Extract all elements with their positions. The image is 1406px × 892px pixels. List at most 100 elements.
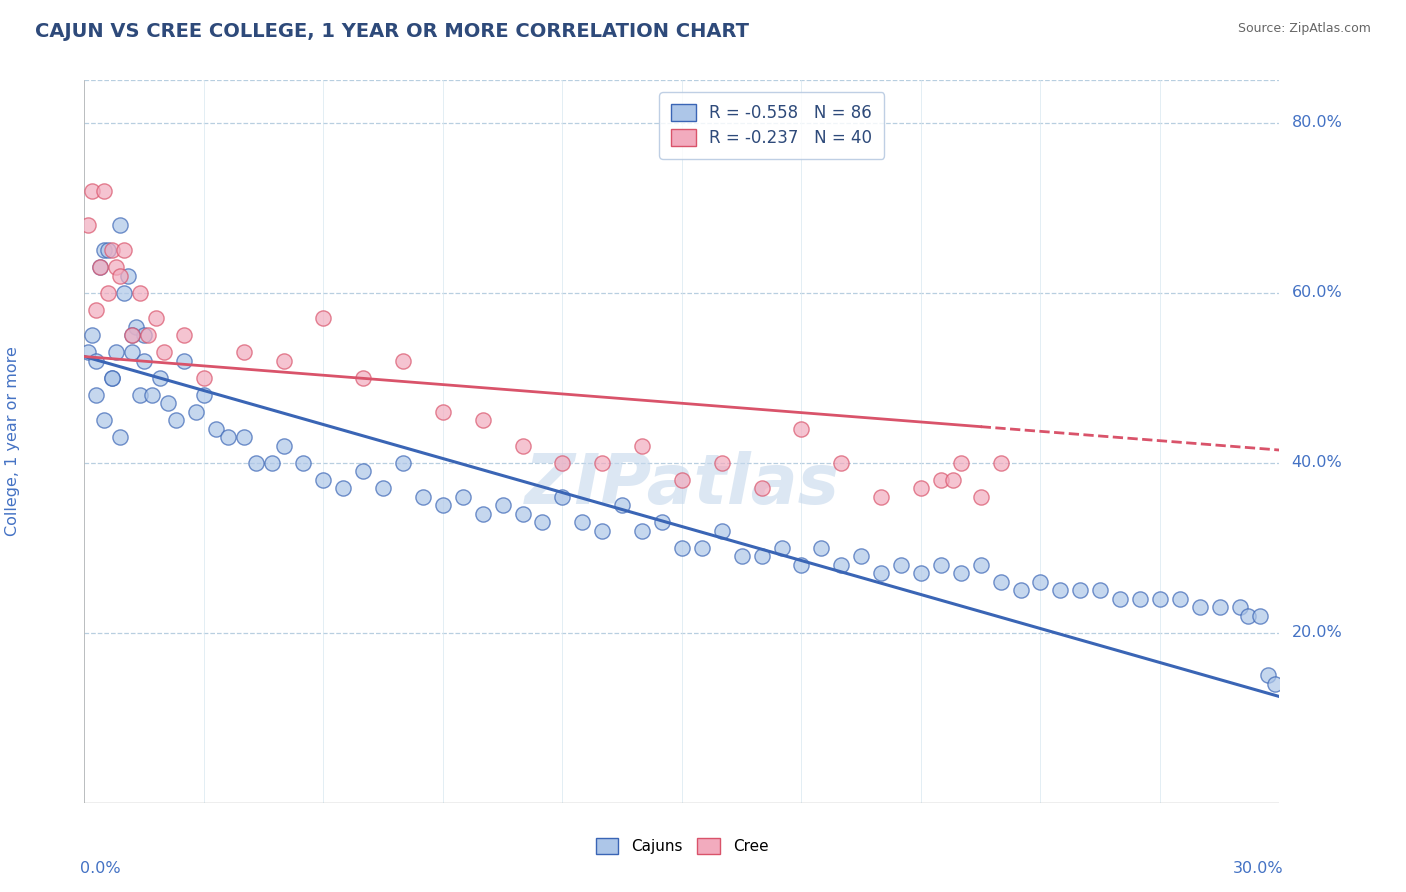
Point bbox=[105, 345, 128, 359]
Point bbox=[129, 388, 152, 402]
Point bbox=[352, 371, 374, 385]
Point bbox=[671, 541, 693, 555]
Point bbox=[1264, 677, 1286, 691]
Point bbox=[132, 353, 156, 368]
Point bbox=[93, 184, 115, 198]
Point bbox=[89, 260, 111, 275]
Point bbox=[110, 218, 132, 232]
Point bbox=[471, 507, 494, 521]
Point bbox=[232, 345, 254, 359]
Point bbox=[145, 311, 167, 326]
Point bbox=[136, 328, 159, 343]
Point bbox=[121, 345, 143, 359]
Point bbox=[121, 328, 143, 343]
Text: 40.0%: 40.0% bbox=[1292, 455, 1343, 470]
Point bbox=[512, 439, 534, 453]
Point bbox=[631, 439, 654, 453]
Point bbox=[890, 558, 912, 572]
Point bbox=[790, 558, 813, 572]
Point bbox=[312, 473, 335, 487]
Point bbox=[273, 353, 295, 368]
Point bbox=[165, 413, 187, 427]
Point bbox=[492, 498, 515, 512]
Point bbox=[471, 413, 494, 427]
Point bbox=[110, 268, 132, 283]
Point bbox=[153, 345, 176, 359]
Point bbox=[82, 184, 104, 198]
Point bbox=[1049, 583, 1071, 598]
Point bbox=[121, 328, 143, 343]
Point bbox=[93, 244, 115, 258]
Point bbox=[97, 285, 120, 300]
Point bbox=[751, 549, 773, 564]
Point bbox=[260, 456, 283, 470]
Point bbox=[132, 328, 156, 343]
Point bbox=[101, 371, 124, 385]
Point bbox=[392, 456, 415, 470]
Point bbox=[910, 566, 932, 581]
Point bbox=[551, 490, 574, 504]
Point bbox=[1209, 600, 1232, 615]
Point bbox=[89, 260, 111, 275]
Point bbox=[551, 456, 574, 470]
Point bbox=[1249, 608, 1271, 623]
Point bbox=[217, 430, 239, 444]
Point bbox=[173, 328, 195, 343]
Point bbox=[77, 345, 100, 359]
Point bbox=[591, 456, 613, 470]
Point bbox=[392, 353, 415, 368]
Text: ZIPatlas: ZIPatlas bbox=[524, 451, 839, 518]
Point bbox=[970, 558, 993, 572]
Legend: Cajuns, Cree: Cajuns, Cree bbox=[589, 832, 775, 860]
Point bbox=[870, 566, 893, 581]
Point bbox=[591, 524, 613, 538]
Point bbox=[571, 516, 593, 530]
Point bbox=[870, 490, 893, 504]
Point bbox=[710, 456, 733, 470]
Point bbox=[432, 405, 454, 419]
Point bbox=[770, 541, 793, 555]
Point bbox=[112, 285, 135, 300]
Point bbox=[173, 353, 195, 368]
Text: College, 1 year or more: College, 1 year or more bbox=[6, 347, 20, 536]
Point bbox=[432, 498, 454, 512]
Point bbox=[77, 218, 100, 232]
Point bbox=[86, 353, 108, 368]
Point bbox=[671, 473, 693, 487]
Point bbox=[1168, 591, 1191, 606]
Point bbox=[149, 371, 172, 385]
Point bbox=[352, 464, 374, 478]
Point bbox=[292, 456, 315, 470]
Point bbox=[373, 481, 395, 495]
Point bbox=[101, 244, 124, 258]
Point bbox=[105, 260, 128, 275]
Point bbox=[412, 490, 434, 504]
Point bbox=[949, 566, 972, 581]
Point bbox=[970, 490, 993, 504]
Text: Source: ZipAtlas.com: Source: ZipAtlas.com bbox=[1237, 22, 1371, 36]
Point bbox=[451, 490, 474, 504]
Point bbox=[830, 456, 852, 470]
Point bbox=[512, 507, 534, 521]
Point bbox=[751, 481, 773, 495]
Point bbox=[273, 439, 295, 453]
Point bbox=[1236, 608, 1258, 623]
Point bbox=[332, 481, 354, 495]
Point bbox=[612, 498, 634, 512]
Point bbox=[82, 328, 104, 343]
Point bbox=[1109, 591, 1132, 606]
Point bbox=[1010, 583, 1032, 598]
Point bbox=[157, 396, 180, 410]
Point bbox=[1129, 591, 1152, 606]
Point bbox=[710, 524, 733, 538]
Point bbox=[929, 473, 952, 487]
Point bbox=[1229, 600, 1251, 615]
Point bbox=[949, 456, 972, 470]
Point bbox=[731, 549, 754, 564]
Point bbox=[929, 558, 952, 572]
Point bbox=[101, 371, 124, 385]
Text: 0.0%: 0.0% bbox=[80, 861, 121, 876]
Point bbox=[232, 430, 254, 444]
Point bbox=[184, 405, 207, 419]
Point bbox=[117, 268, 139, 283]
